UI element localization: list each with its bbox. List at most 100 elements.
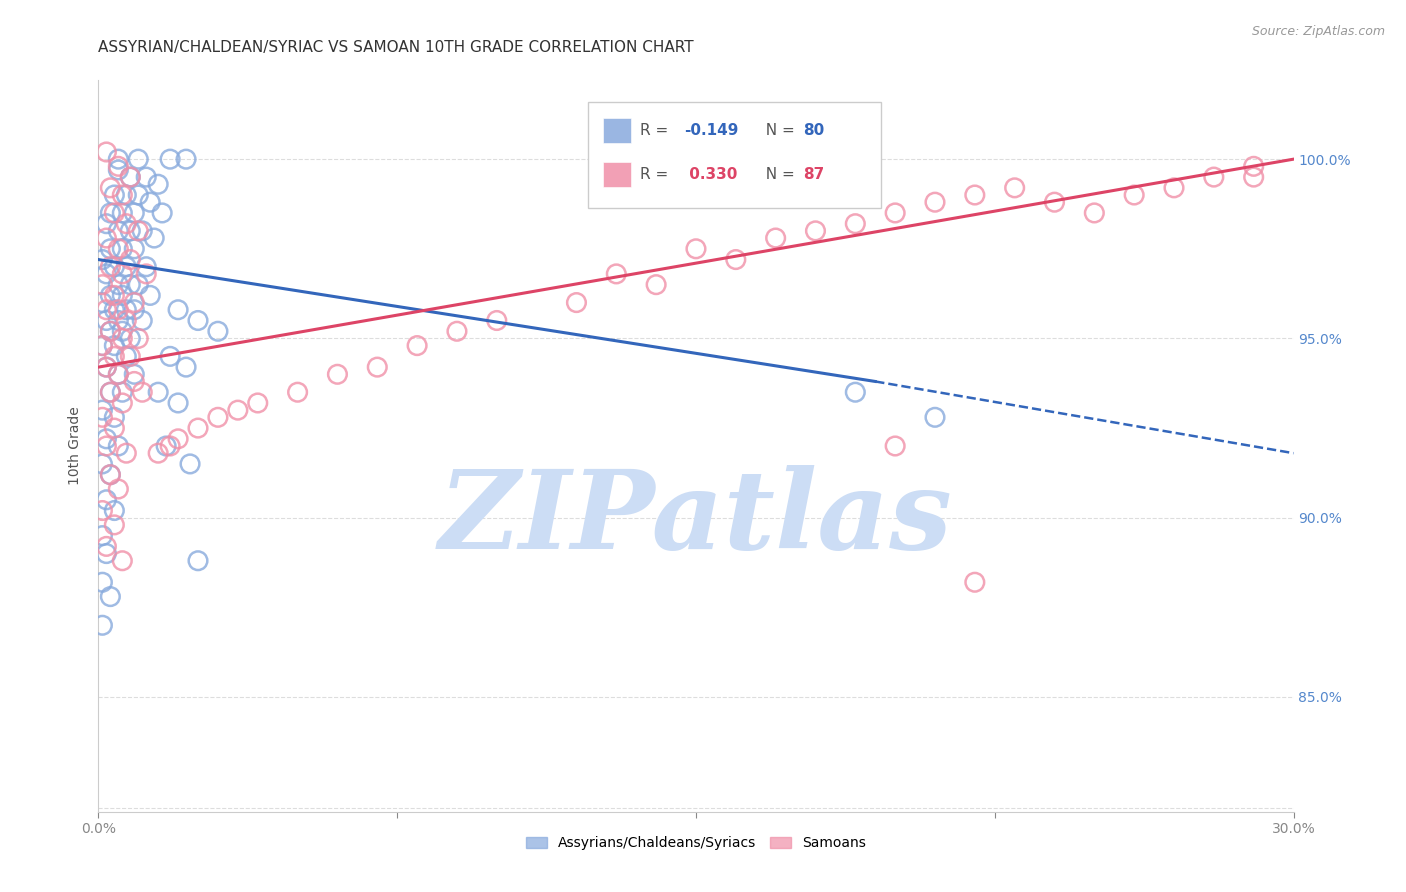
Point (446, 324, 468, 338)
Point (1243, 170, 1265, 185)
Point (111, 188, 134, 202)
Point (143, 231, 166, 245)
Point (765, 231, 787, 245)
Point (107, 368, 129, 382)
Point (98, 206, 122, 220)
Point (98, 467, 122, 482)
Point (207, 410, 229, 425)
Point (1163, 181, 1185, 195)
Point (120, 350, 142, 364)
Point (139, 195, 162, 210)
Point (98, 590, 122, 604)
Point (167, 302, 190, 317)
Point (127, 188, 149, 202)
FancyBboxPatch shape (603, 162, 631, 187)
Point (131, 224, 153, 238)
Point (107, 368, 129, 382)
Point (98, 467, 122, 482)
Text: ZIPatlas: ZIPatlas (439, 466, 953, 573)
Point (103, 338, 125, 352)
Point (103, 302, 125, 317)
Point (124, 302, 146, 317)
Point (645, 277, 668, 292)
Point (565, 295, 588, 310)
Point (120, 252, 142, 267)
Point (103, 188, 125, 202)
Text: R =: R = (640, 167, 673, 182)
Point (326, 368, 349, 382)
Point (115, 313, 138, 327)
Point (115, 446, 138, 460)
Point (187, 313, 209, 327)
Point (91, 252, 114, 267)
Point (844, 385, 866, 400)
Point (96, 145, 118, 159)
Point (91, 503, 114, 517)
Point (91, 277, 114, 292)
Point (148, 385, 170, 400)
Point (884, 206, 907, 220)
Text: 87: 87 (804, 167, 825, 182)
Text: N =: N = (756, 167, 800, 182)
Point (1123, 188, 1146, 202)
Point (127, 331, 149, 345)
Point (724, 252, 747, 267)
Point (174, 360, 197, 375)
Point (107, 302, 129, 317)
Point (366, 360, 388, 375)
Point (98, 385, 122, 400)
Point (124, 375, 146, 389)
Point (111, 288, 134, 302)
Point (96, 540, 118, 554)
Point (91, 295, 114, 310)
Point (226, 403, 249, 417)
Point (103, 260, 125, 274)
Point (120, 277, 142, 292)
Point (115, 217, 138, 231)
Point (485, 313, 508, 327)
Point (96, 217, 118, 231)
Point (91, 575, 114, 590)
Point (148, 446, 170, 460)
Point (135, 267, 157, 281)
Point (187, 421, 209, 435)
Point (685, 242, 707, 256)
Text: Source: ZipAtlas.com: Source: ZipAtlas.com (1251, 25, 1385, 38)
Point (96, 547, 118, 561)
Point (107, 162, 129, 177)
Point (127, 152, 149, 166)
Point (98, 242, 122, 256)
Point (111, 331, 134, 345)
Point (107, 482, 129, 496)
Point (107, 152, 129, 166)
Point (179, 457, 201, 471)
Point (124, 368, 146, 382)
Legend: Assyrians/Chaldeans/Syriacs, Samoans: Assyrians/Chaldeans/Syriacs, Samoans (519, 830, 873, 857)
Point (1004, 181, 1026, 195)
Point (103, 288, 125, 302)
FancyBboxPatch shape (603, 119, 631, 144)
Point (1243, 159, 1265, 173)
Point (124, 242, 146, 256)
Point (96, 432, 118, 446)
Point (115, 260, 138, 274)
Point (150, 206, 173, 220)
Point (111, 396, 134, 410)
Point (1202, 170, 1225, 185)
Point (246, 396, 269, 410)
Point (107, 277, 129, 292)
Point (120, 331, 142, 345)
Point (96, 231, 118, 245)
Point (963, 188, 986, 202)
Point (96, 267, 118, 281)
Point (98, 260, 122, 274)
Point (91, 457, 114, 471)
Point (115, 350, 138, 364)
Point (963, 575, 986, 590)
Point (139, 288, 162, 302)
Text: N =: N = (756, 123, 800, 138)
Point (103, 350, 125, 364)
Point (287, 385, 309, 400)
Text: ASSYRIAN/CHALDEAN/SYRIAC VS SAMOAN 10TH GRADE CORRELATION CHART: ASSYRIAN/CHALDEAN/SYRIAC VS SAMOAN 10TH … (98, 40, 695, 55)
Point (103, 206, 125, 220)
